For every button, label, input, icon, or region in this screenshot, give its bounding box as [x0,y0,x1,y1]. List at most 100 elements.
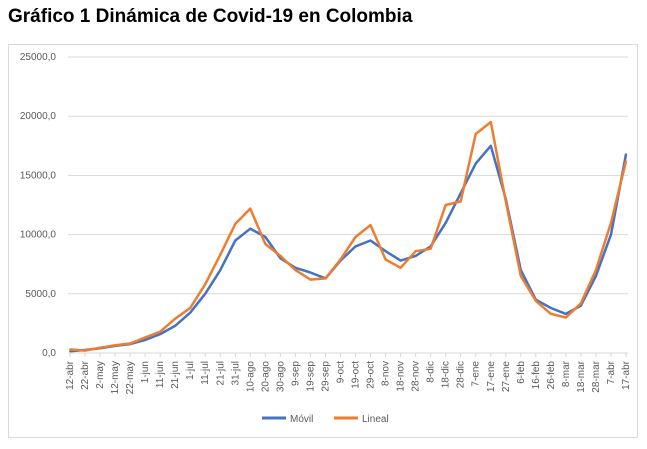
data-point [219,269,222,272]
data-point [429,247,432,250]
data-point [204,292,207,295]
x-tick-label: 7-abr [606,360,617,384]
y-tick-label: 20000,0 [20,111,57,122]
data-point [234,239,237,242]
data-point [69,348,71,351]
data-point [129,342,132,345]
legend-label: Lineal [362,414,389,425]
data-point [519,275,522,277]
x-tick-label: 11-jun [155,361,166,388]
x-tick-label: 28-nov [411,361,422,392]
data-point [249,207,252,210]
data-point [444,204,447,206]
x-tick-label: 9-sep [290,361,301,386]
data-point [564,316,567,319]
x-tick-label: 18-mar [576,360,587,392]
x-tick-label: 21-jul [215,361,226,385]
data-point [114,344,116,347]
x-tick-label: 26-feb [546,361,557,390]
y-tick-label: 25000,0 [20,52,57,63]
data-point [369,224,372,227]
x-tick-label: 12-abr [65,360,76,390]
data-point [489,121,492,124]
data-point [384,250,387,253]
data-point [354,236,357,238]
y-tick-label: 5000,0 [25,289,56,300]
data-point [384,258,387,261]
x-tick-label: 8-mar [561,360,572,387]
data-point [144,339,147,341]
data-point [234,223,237,225]
data-point [504,200,507,203]
x-tick-label: 28-dic [456,361,467,388]
data-point [489,144,492,147]
data-point [534,300,537,302]
x-tick-label: 2-may [95,361,106,389]
data-point [84,349,86,352]
series-line-lineal [69,120,628,352]
data-point [625,153,627,155]
x-tick-label: 29-oct [366,361,377,389]
x-tick-label: 20-ago [260,361,271,393]
chart-frame [8,44,638,438]
data-point [279,255,282,257]
x-tick-label: 18-dic [441,361,452,388]
x-tick-label: 17-ene [486,361,497,393]
data-point [159,330,162,333]
data-point [174,317,177,320]
x-tick-label: 27-ene [501,361,512,393]
data-point [474,133,477,135]
x-tick-label: 1-jul [185,361,196,380]
data-point [580,302,582,305]
data-point [219,253,222,256]
data-point [595,275,597,277]
x-tick-label: 9-oct [335,361,346,383]
chart-title: Gráfico 1 Dinámica de Covid-19 en Colomb… [8,6,413,27]
data-point [264,236,267,238]
x-tick-label: 6-feb [516,361,527,384]
data-point [309,278,312,281]
data-point [264,243,267,245]
x-tick-label: 19-sep [305,361,316,392]
data-point [204,283,207,286]
data-point [474,162,477,165]
x-tick-label: 18-nov [396,361,407,392]
x-tick-label: 17-abr [621,360,632,390]
data-point [399,266,402,269]
x-tick-label: 29-sep [320,361,331,392]
data-point [625,160,627,163]
y-tick-label: 10000,0 [20,230,57,241]
data-point [459,200,462,203]
data-point [549,307,552,309]
x-tick-label: 21-jun [170,361,181,389]
data-point [159,333,162,335]
x-tick-label: 8-nov [381,361,392,386]
data-point [610,221,612,224]
data-point [324,277,327,280]
data-point [174,324,177,327]
data-point [610,233,612,236]
data-point [444,221,447,224]
data-point [249,227,252,230]
x-tick-label: 8-dic [426,361,437,383]
x-tick-label: 12-may [110,361,121,394]
x-tick-label: 7-ene [471,361,482,387]
x-tick-label: 28-mar [591,360,602,392]
data-point [294,269,297,272]
data-point [564,313,567,315]
data-point [354,245,357,248]
data-point [144,336,147,339]
data-point [369,239,372,242]
x-tick-label: 31-jul [230,361,241,385]
x-tick-label: 11-jul [200,361,211,385]
x-tick-label: 10-ago [245,361,256,393]
data-point [549,313,552,315]
data-point [399,259,402,262]
x-tick-label: 1-jun [140,361,151,383]
x-tick-label: 19-oct [351,361,362,389]
legend-label: Móvil [290,414,313,425]
data-point [309,271,312,274]
data-point [459,192,462,195]
data-point [189,311,192,314]
